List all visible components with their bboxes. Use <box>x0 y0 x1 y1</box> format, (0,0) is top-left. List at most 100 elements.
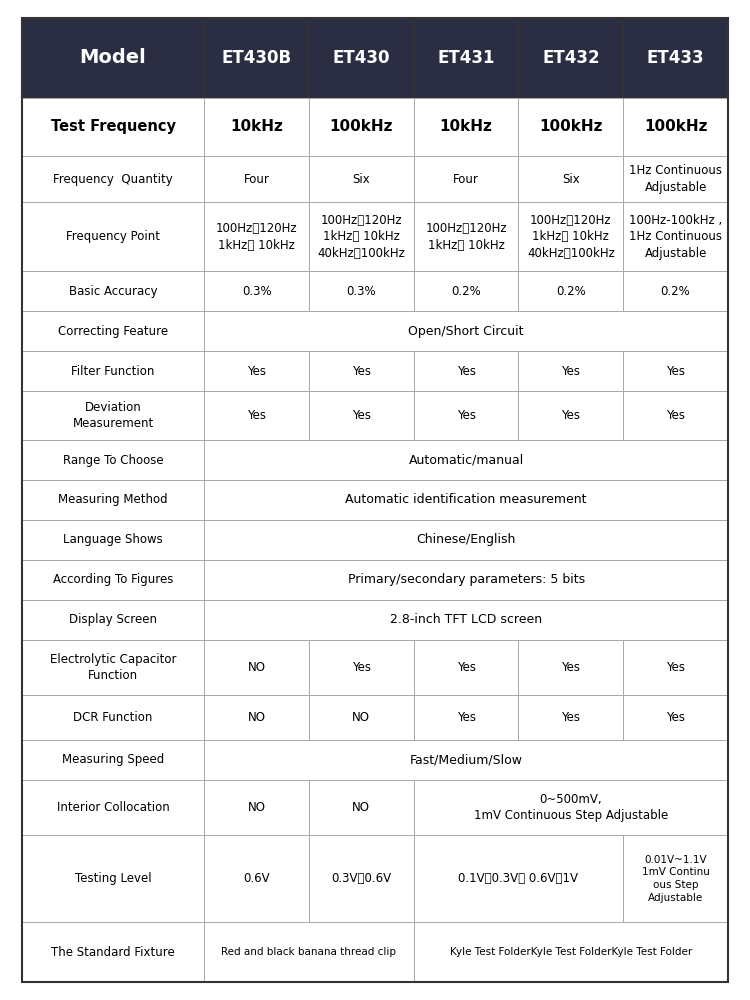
Bar <box>22 695 204 740</box>
Text: 100Hz、120Hz
1kHz、 10kHz
40kHz、100kHz: 100Hz、120Hz 1kHz、 10kHz 40kHz、100kHz <box>527 214 615 260</box>
Bar <box>204 440 728 480</box>
Bar <box>518 351 623 391</box>
Text: Yes: Yes <box>457 409 476 422</box>
Bar <box>204 351 309 391</box>
Bar <box>309 391 414 440</box>
Bar <box>623 156 728 202</box>
Text: 0.3V、0.6V: 0.3V、0.6V <box>332 872 392 885</box>
Bar <box>414 98 518 156</box>
Bar <box>518 202 623 271</box>
Text: ET433: ET433 <box>646 49 704 67</box>
Bar <box>518 18 623 98</box>
Bar <box>414 18 518 98</box>
Bar <box>204 600 728 640</box>
Bar <box>204 480 728 520</box>
Bar <box>309 391 414 440</box>
Text: Kyle Test FolderKyle Test FolderKyle Test Folder: Kyle Test FolderKyle Test FolderKyle Tes… <box>450 947 692 957</box>
Bar <box>623 18 728 98</box>
Text: Yes: Yes <box>666 409 685 422</box>
Text: Yes: Yes <box>666 711 685 724</box>
Text: Deviation
Measurement: Deviation Measurement <box>73 401 154 430</box>
Bar <box>309 98 414 156</box>
Bar <box>204 560 728 600</box>
Bar <box>623 351 728 391</box>
Text: 0.2%: 0.2% <box>452 285 481 298</box>
Text: Six: Six <box>562 173 580 186</box>
Text: Four: Four <box>453 173 479 186</box>
Bar <box>623 640 728 695</box>
Text: Open/Short Circuit: Open/Short Circuit <box>408 325 524 338</box>
Text: Measuring Speed: Measuring Speed <box>62 753 164 766</box>
Bar <box>204 835 309 922</box>
Text: Automatic/manual: Automatic/manual <box>409 454 524 467</box>
Bar <box>204 600 728 640</box>
Bar <box>22 740 204 780</box>
Text: Yes: Yes <box>457 661 476 674</box>
Bar <box>623 391 728 440</box>
Text: 2.8-inch TFT LCD screen: 2.8-inch TFT LCD screen <box>390 613 542 626</box>
Bar <box>22 391 204 440</box>
Bar <box>414 351 518 391</box>
Bar <box>414 202 518 271</box>
Bar <box>623 391 728 440</box>
Bar <box>623 202 728 271</box>
Bar <box>309 18 414 98</box>
Bar <box>518 18 623 98</box>
Text: NO: NO <box>352 801 370 814</box>
Bar <box>309 640 414 695</box>
Text: NO: NO <box>248 711 266 724</box>
Bar <box>309 695 414 740</box>
Bar <box>204 520 728 560</box>
Text: Yes: Yes <box>561 711 580 724</box>
Bar <box>22 311 204 351</box>
Text: 0.3%: 0.3% <box>242 285 272 298</box>
Bar <box>518 695 623 740</box>
Bar <box>204 18 309 98</box>
Bar <box>518 391 623 440</box>
Text: According To Figures: According To Figures <box>53 573 173 586</box>
Bar <box>204 98 309 156</box>
Bar <box>623 835 728 922</box>
Bar <box>204 98 309 156</box>
Text: Yes: Yes <box>352 661 370 674</box>
Bar <box>204 835 309 922</box>
Text: Yes: Yes <box>561 661 580 674</box>
Text: 1Hz Continuous
Adjustable: 1Hz Continuous Adjustable <box>629 164 722 194</box>
Bar <box>204 695 309 740</box>
Bar <box>414 271 518 311</box>
Bar <box>518 391 623 440</box>
Text: Measuring Method: Measuring Method <box>58 493 168 506</box>
Text: 0.2%: 0.2% <box>556 285 586 298</box>
Bar <box>414 156 518 202</box>
Bar <box>623 640 728 695</box>
Bar <box>22 202 204 271</box>
Text: Test Frequency: Test Frequency <box>50 119 176 134</box>
Text: 100kHz: 100kHz <box>539 119 602 134</box>
Bar <box>414 391 518 440</box>
Text: Display Screen: Display Screen <box>69 613 157 626</box>
Bar <box>22 520 204 560</box>
Bar <box>204 440 728 480</box>
Bar <box>309 156 414 202</box>
Bar <box>623 202 728 271</box>
Bar <box>623 695 728 740</box>
Bar <box>414 780 728 835</box>
Text: NO: NO <box>352 711 370 724</box>
Text: Testing Level: Testing Level <box>75 872 152 885</box>
Bar <box>414 922 728 982</box>
Bar <box>204 640 309 695</box>
Bar <box>518 98 623 156</box>
Text: ET431: ET431 <box>437 49 495 67</box>
Bar <box>414 156 518 202</box>
Text: 100Hz、120Hz
1kHz、 10kHz: 100Hz、120Hz 1kHz、 10kHz <box>216 222 298 252</box>
Bar <box>414 391 518 440</box>
Bar <box>414 835 623 922</box>
Bar <box>22 480 204 520</box>
Bar <box>22 271 204 311</box>
Bar <box>623 351 728 391</box>
Bar <box>22 780 204 835</box>
Text: Yes: Yes <box>561 365 580 378</box>
Bar <box>204 271 309 311</box>
Bar <box>518 271 623 311</box>
Text: Yes: Yes <box>666 661 685 674</box>
